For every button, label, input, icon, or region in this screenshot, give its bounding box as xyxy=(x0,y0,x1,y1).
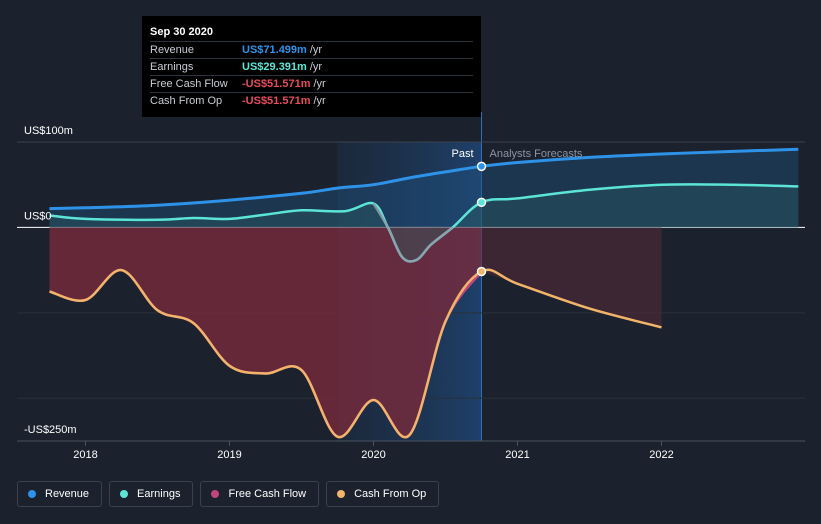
tooltip-unit: /yr xyxy=(313,95,326,107)
tooltip-label: Revenue xyxy=(150,44,195,56)
legend-item-cash-from-op[interactable]: Cash From Op xyxy=(326,481,440,507)
legend-label: Revenue xyxy=(45,488,90,500)
x-tick-label: 2021 xyxy=(505,449,529,461)
legend-label: Free Cash Flow xyxy=(228,488,307,500)
earnings-marker xyxy=(476,197,487,208)
revenue-line xyxy=(49,147,799,211)
tooltip-value: US$71.499m xyxy=(242,44,307,56)
legend: Revenue Earnings Free Cash Flow Cash Fro… xyxy=(17,481,440,507)
legend-label: Cash From Op xyxy=(354,488,427,500)
x-tick-label: 2022 xyxy=(649,449,673,461)
y-axis-label: US$0 xyxy=(24,210,52,222)
cash-flow-forecast-area xyxy=(481,227,662,328)
tooltip-label: Free Cash Flow xyxy=(150,78,228,90)
legend-item-free-cash-flow[interactable]: Free Cash Flow xyxy=(200,481,320,507)
x-tick-label: 2020 xyxy=(361,449,385,461)
region-label-past: Past xyxy=(451,148,473,160)
tooltip-label: Earnings xyxy=(150,61,194,73)
y-axis-label: -US$250m xyxy=(24,424,77,436)
cash-from-op-marker xyxy=(476,266,487,277)
tooltip-date: Sep 30 2020 xyxy=(150,26,213,38)
tooltip: Sep 30 2020 Revenue US$71.499m /yr Earni… xyxy=(142,16,481,117)
legend-dot-icon xyxy=(211,490,220,498)
tooltip-value: US$29.391m xyxy=(242,61,307,73)
revenue-marker xyxy=(476,161,487,172)
legend-item-revenue[interactable]: Revenue xyxy=(17,481,103,507)
legend-dot-icon xyxy=(120,490,129,498)
tooltip-label: Cash From Op xyxy=(150,95,223,107)
tooltip-unit: /yr xyxy=(309,61,323,73)
y-axis-label: US$100m xyxy=(24,125,73,137)
cash-from-op-line xyxy=(49,268,662,439)
tooltip-unit: /yr xyxy=(309,44,323,56)
x-tick-label: 2019 xyxy=(217,449,241,461)
tooltip-value: -US$51.571m xyxy=(242,95,311,107)
legend-label: Earnings xyxy=(137,488,181,500)
earnings-negative-line xyxy=(372,202,454,263)
legend-item-earnings[interactable]: Earnings xyxy=(109,481,194,507)
earnings-area xyxy=(49,184,799,262)
tooltip-row-cfo: Cash From Op -US$51.571m /yr xyxy=(150,92,473,109)
tooltip-row-revenue: Revenue US$71.499m /yr xyxy=(150,41,473,58)
cash-flow-area xyxy=(49,227,482,438)
tooltip-row-earnings: Earnings US$29.391m /yr xyxy=(150,58,473,75)
tooltip-row-fcf: Free Cash Flow -US$51.571m /yr xyxy=(150,75,473,92)
tooltip-value: -US$51.571m xyxy=(242,78,311,90)
x-tick-label: 2018 xyxy=(73,449,97,461)
legend-dot-icon xyxy=(337,490,346,498)
region-label-forecast: Analysts Forecasts xyxy=(490,148,583,160)
tooltip-unit: /yr xyxy=(313,78,326,90)
revenue-area xyxy=(49,149,799,228)
legend-dot-icon xyxy=(28,490,36,498)
